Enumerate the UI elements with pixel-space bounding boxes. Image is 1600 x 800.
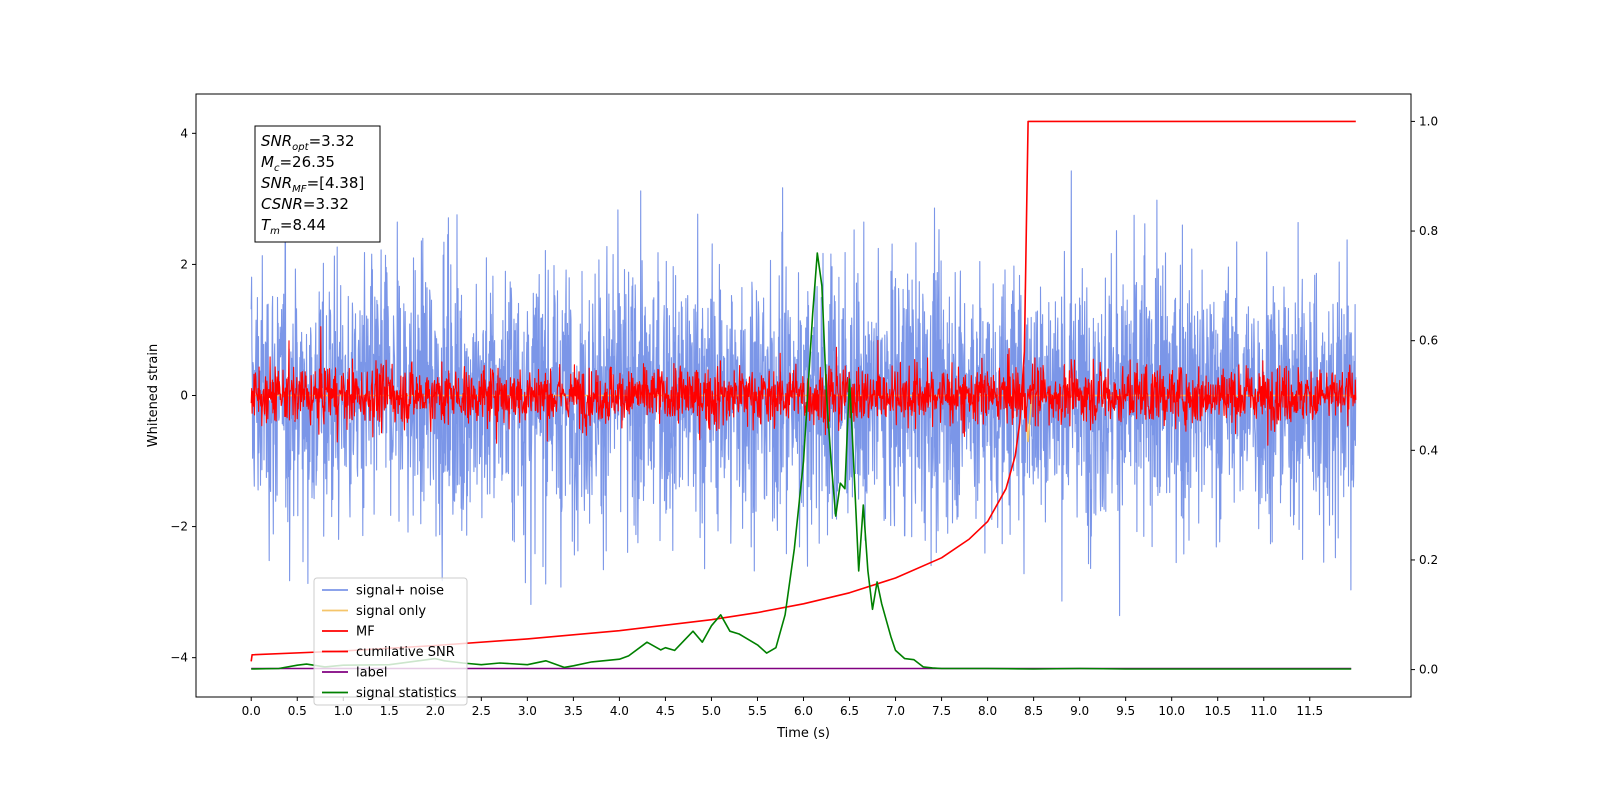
y2-tick-label: 0.2 (1419, 553, 1438, 567)
annotation-line: SNRopt=3.32 (261, 132, 355, 153)
x-tick-label: 3.0 (518, 704, 537, 718)
x-tick-label: 9.5 (1116, 704, 1135, 718)
series-line-signal-statistics (251, 252, 1352, 670)
x-tick-label: 5.5 (748, 704, 767, 718)
x-tick-label: 7.5 (932, 704, 951, 718)
y-tick-label: 4 (180, 126, 188, 140)
x-tick-label: 8.0 (978, 704, 997, 718)
x-tick-label: 11.5 (1296, 704, 1323, 718)
x-tick-label: 8.5 (1024, 704, 1043, 718)
y-axis-label: Whitened strain (146, 344, 161, 447)
legend-label: signal statistics (356, 686, 457, 701)
x-tick-label: 4.5 (656, 704, 675, 718)
y2-tick-label: 0.6 (1419, 334, 1438, 348)
y2-tick-label: 1.0 (1419, 114, 1438, 128)
annotation-line: Mc=26.35 (261, 153, 335, 174)
y-tick-label: 2 (180, 257, 188, 271)
legend-label: signal only (356, 604, 426, 619)
y2-tick-label: 0.4 (1419, 443, 1438, 457)
y-tick-label: −4 (170, 651, 188, 665)
x-tick-label: 4.0 (610, 704, 629, 718)
legend-label: label (356, 666, 387, 681)
x-tick-label: 5.0 (702, 704, 721, 718)
x-tick-label: 10.5 (1204, 704, 1231, 718)
x-tick-label: 7.0 (886, 704, 905, 718)
legend-label: MF (356, 625, 375, 640)
x-tick-label: 11.0 (1250, 704, 1277, 718)
x-tick-label: 0.5 (288, 704, 307, 718)
x-tick-label: 2.5 (472, 704, 491, 718)
x-tick-label: 6.0 (794, 704, 813, 718)
y-axis-left: −4 −2 0 2 4 (170, 126, 196, 665)
legend-label: cumilative SNR (356, 645, 455, 660)
x-tick-label: 3.5 (564, 704, 583, 718)
y-tick-label: 0 (180, 389, 188, 403)
x-tick-label: 2.0 (426, 704, 445, 718)
x-tick-label: 6.5 (840, 704, 859, 718)
annotation-line: Tm=8.44 (261, 216, 326, 237)
y-axis-right: 0.0 0.2 0.4 0.6 0.8 1.0 (1411, 114, 1438, 677)
legend-label: signal+ noise (356, 584, 444, 599)
annotation-line: CSNR=3.32 (261, 195, 349, 213)
x-axis-label: Time (s) (776, 726, 830, 741)
x-tick-label: 9.0 (1070, 704, 1089, 718)
x-tick-label: 0.0 (242, 704, 261, 718)
annotation-line: SNRMF=[4.38] (261, 174, 364, 195)
x-tick-label: 1.5 (380, 704, 399, 718)
series-line-signal-noise (250, 170, 1357, 617)
y2-tick-label: 0.0 (1419, 663, 1438, 677)
y-tick-label: −2 (170, 520, 188, 534)
x-axis: 0.0 0.5 1.0 1.5 2.0 2.5 3.0 3.5 4.0 4.5 5.0 5.5 6.0 6… (242, 697, 1323, 718)
annotation-box: SNRopt=3.32Mc=26.35SNRMF=[4.38]CSNR=3.32… (254, 125, 381, 243)
y2-tick-label: 0.8 (1419, 224, 1438, 238)
series-line-mf (250, 326, 1357, 446)
x-tick-label: 1.0 (334, 704, 353, 718)
x-tick-label: 10.0 (1158, 704, 1185, 718)
legend: signal+ noise signal only MF cumilative SNR… (313, 577, 468, 706)
